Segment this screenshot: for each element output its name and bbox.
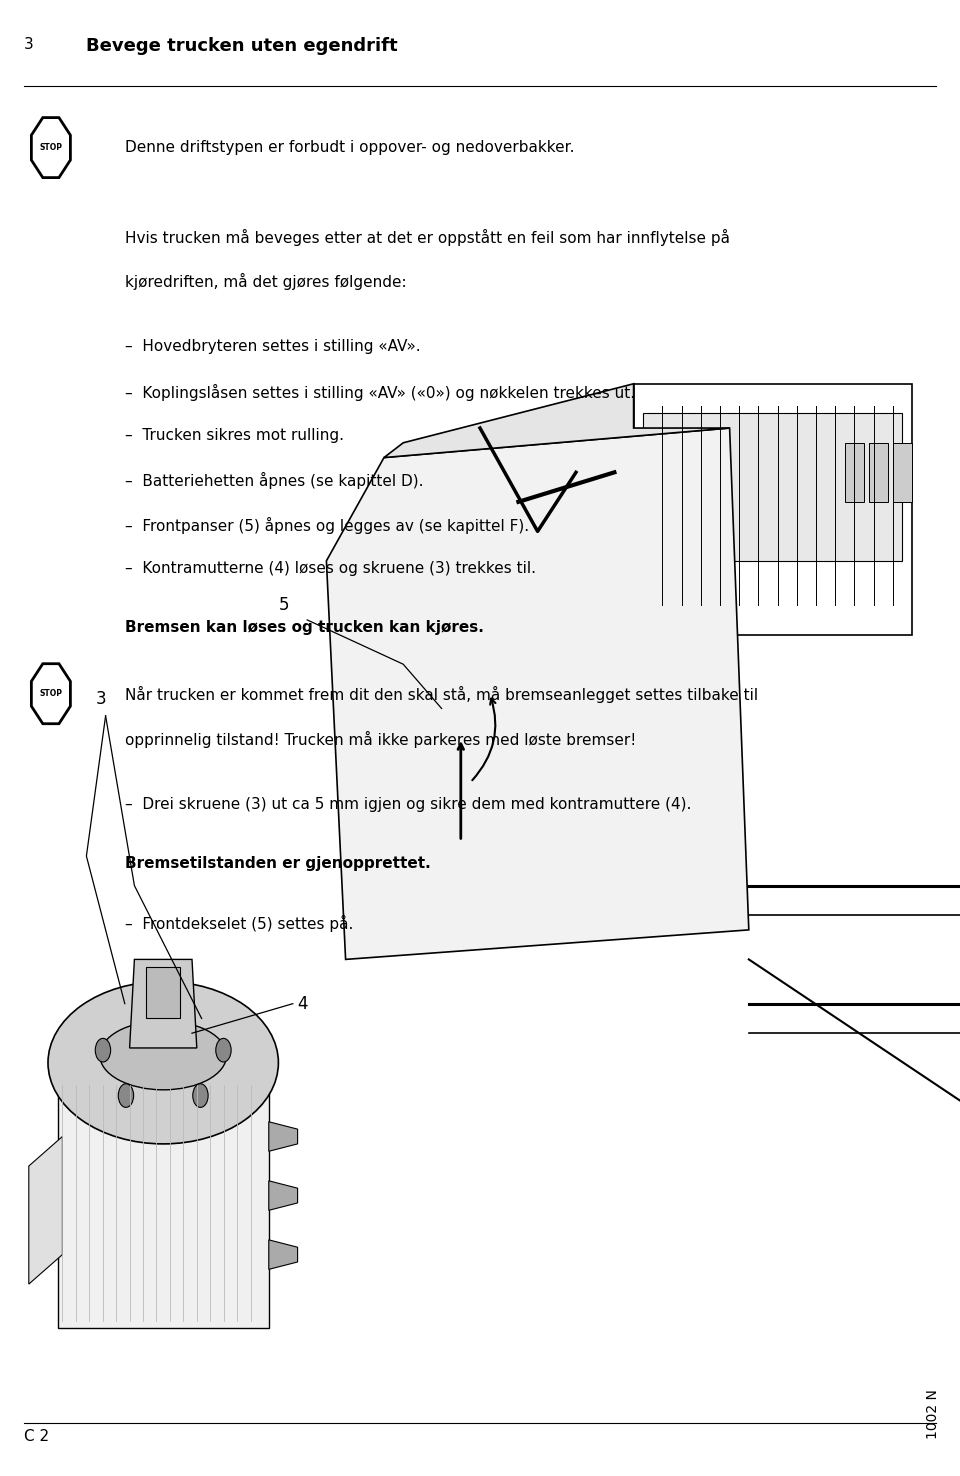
- Text: –  Kontramutterne (4) løses og skruene (3) trekkes til.: – Kontramutterne (4) løses og skruene (3…: [125, 561, 536, 576]
- Polygon shape: [32, 664, 70, 723]
- Text: Når trucken er kommet frem dit den skal stå, må bremseanlegget settes tilbake ti: Når trucken er kommet frem dit den skal …: [125, 686, 758, 704]
- Text: –  Trucken sikres mot rulling.: – Trucken sikres mot rulling.: [125, 428, 344, 443]
- Text: kjøredriften, må det gjøres følgende:: kjøredriften, må det gjøres følgende:: [125, 273, 406, 291]
- Ellipse shape: [48, 982, 278, 1144]
- Text: 4: 4: [298, 995, 308, 1013]
- Circle shape: [193, 1083, 208, 1107]
- Text: opprinnelig tilstand! Trucken må ikke parkeres med løste bremser!: opprinnelig tilstand! Trucken må ikke pa…: [125, 731, 636, 748]
- Text: 1002 N: 1002 N: [926, 1389, 940, 1439]
- Text: –  Batteriehetten åpnes (se kapittel D).: – Batteriehetten åpnes (se kapittel D).: [125, 472, 423, 490]
- Polygon shape: [32, 118, 70, 177]
- Polygon shape: [643, 413, 902, 561]
- Polygon shape: [269, 1122, 298, 1151]
- Polygon shape: [845, 443, 864, 502]
- Text: 3: 3: [96, 691, 107, 708]
- Text: –  Koplingslåsen settes i stilling «AV» («0») og nøkkelen trekkes ut.: – Koplingslåsen settes i stilling «AV» (…: [125, 384, 635, 401]
- Polygon shape: [269, 1240, 298, 1269]
- Circle shape: [156, 1010, 171, 1033]
- Text: STOP: STOP: [39, 143, 62, 152]
- Polygon shape: [58, 1077, 269, 1328]
- Text: –  Frontdekselet (5) settes på.: – Frontdekselet (5) settes på.: [125, 915, 353, 933]
- Text: –  Drei skruene (3) ut ca 5 mm igjen og sikre dem med kontramuttere (4).: – Drei skruene (3) ut ca 5 mm igjen og s…: [125, 797, 691, 812]
- Ellipse shape: [100, 1021, 227, 1089]
- Polygon shape: [634, 384, 912, 635]
- Text: Bremsetilstanden er gjenopprettet.: Bremsetilstanden er gjenopprettet.: [125, 856, 430, 871]
- Polygon shape: [29, 1137, 62, 1284]
- Polygon shape: [269, 1181, 298, 1210]
- Circle shape: [216, 1039, 231, 1063]
- Text: 3: 3: [24, 37, 34, 52]
- Circle shape: [118, 1083, 133, 1107]
- Text: –  Hovedbryteren settes i stilling «AV».: – Hovedbryteren settes i stilling «AV».: [125, 339, 420, 354]
- Text: Hvis trucken må beveges etter at det er oppstått en feil som har innflytelse på: Hvis trucken må beveges etter at det er …: [125, 229, 730, 246]
- Circle shape: [95, 1039, 110, 1063]
- Text: Bremsen kan løses og trucken kan kjøres.: Bremsen kan løses og trucken kan kjøres.: [125, 620, 484, 635]
- Polygon shape: [893, 443, 912, 502]
- Text: 5: 5: [278, 596, 289, 614]
- Text: STOP: STOP: [39, 689, 62, 698]
- Polygon shape: [384, 384, 730, 458]
- Text: –  Frontpanser (5) åpnes og legges av (se kapittel F).: – Frontpanser (5) åpnes og legges av (se…: [125, 517, 529, 534]
- Polygon shape: [869, 443, 888, 502]
- Text: Bevege trucken uten egendrift: Bevege trucken uten egendrift: [86, 37, 398, 55]
- Text: C 2: C 2: [24, 1429, 49, 1444]
- Ellipse shape: [58, 1041, 269, 1114]
- Polygon shape: [326, 428, 749, 959]
- Polygon shape: [146, 967, 180, 1018]
- Text: Denne driftstypen er forbudt i oppover- og nedoverbakker.: Denne driftstypen er forbudt i oppover- …: [125, 140, 574, 155]
- Polygon shape: [130, 959, 197, 1048]
